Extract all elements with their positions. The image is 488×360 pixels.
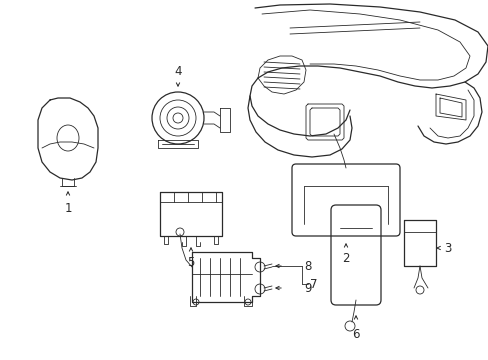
Text: 6: 6 <box>351 328 359 341</box>
Text: 7: 7 <box>309 278 317 291</box>
Text: 1: 1 <box>64 202 72 215</box>
Text: 3: 3 <box>443 242 450 255</box>
Text: 5: 5 <box>187 256 194 269</box>
Text: 4: 4 <box>174 65 182 78</box>
Text: 9: 9 <box>304 282 311 294</box>
Text: 8: 8 <box>304 260 311 273</box>
Text: 2: 2 <box>342 252 349 265</box>
